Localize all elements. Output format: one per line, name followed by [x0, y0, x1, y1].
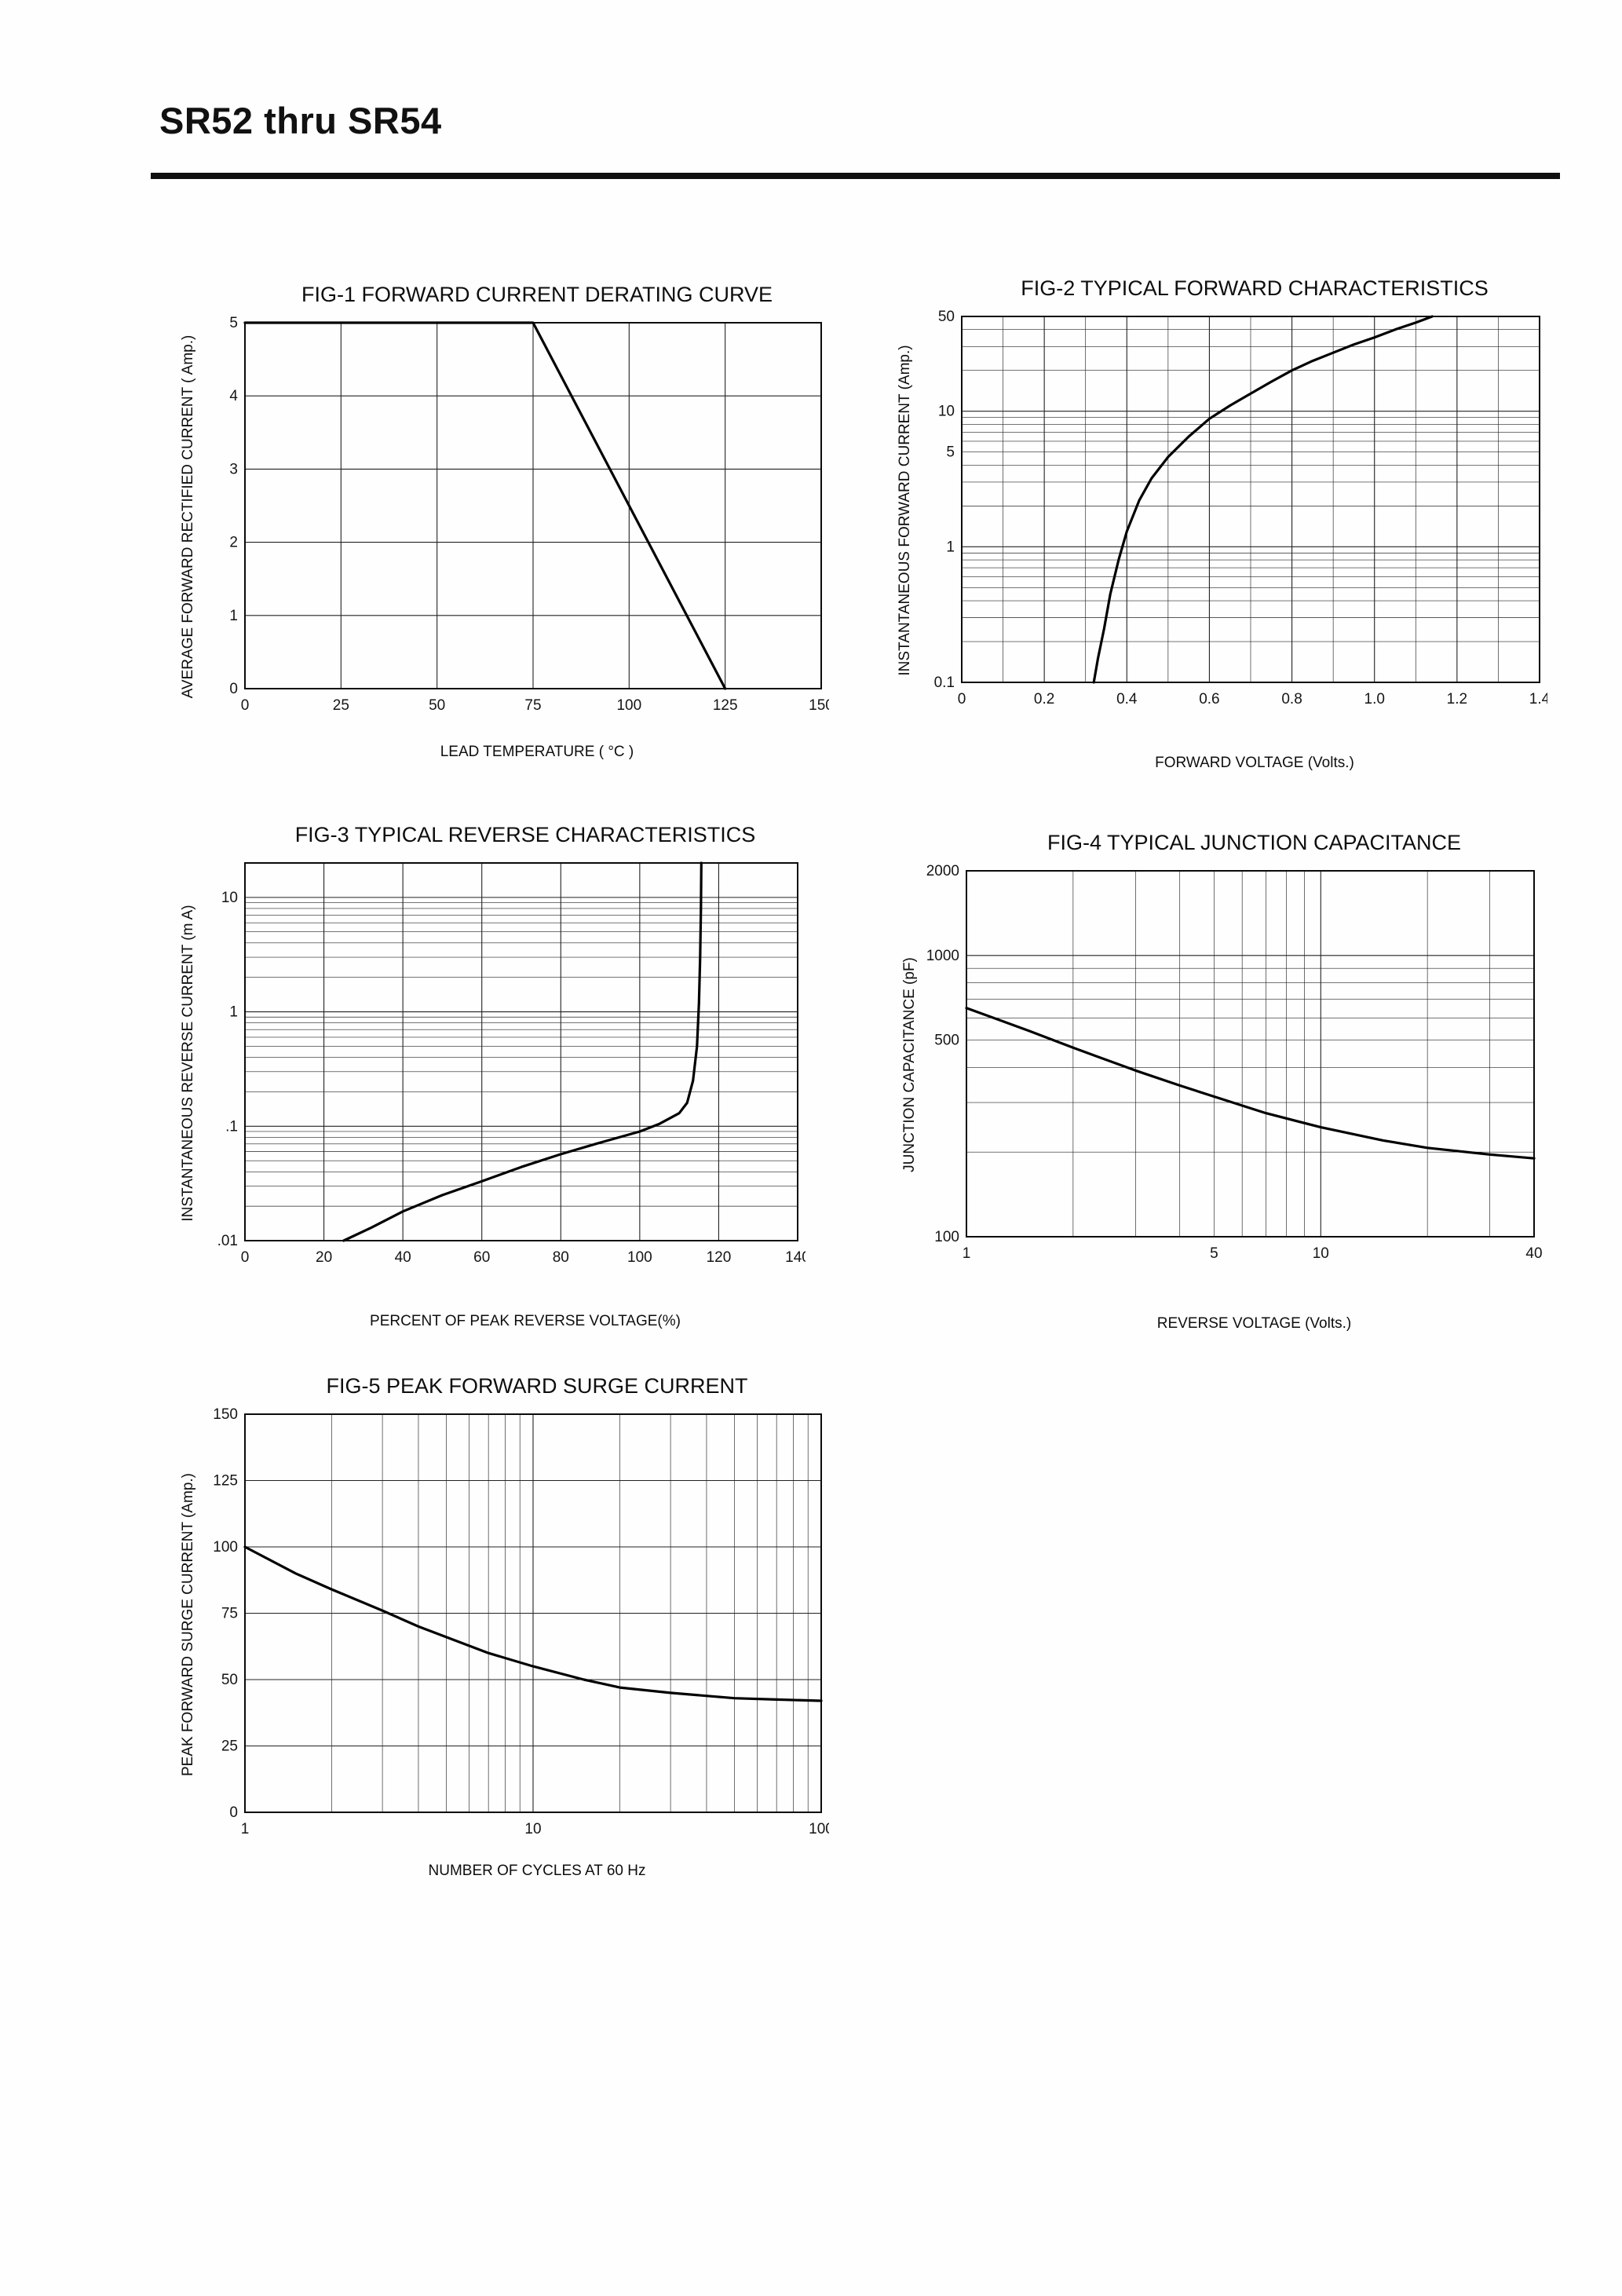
svg-text:50: 50 — [938, 309, 955, 325]
fig3-body: INSTANTANEOUS REVERSE CURRENT (m A) 0 20 4… — [176, 855, 806, 1270]
svg-text:25: 25 — [221, 1738, 238, 1755]
fig1-body: AVERAGE FORWARD RECTIFIED CURRENT ( Amp.… — [176, 315, 829, 718]
svg-text:140: 140 — [785, 1249, 806, 1266]
svg-text:100: 100 — [213, 1539, 238, 1556]
fig1-forward-current-derating-chart: FIG-1 FORWARD CURRENT DERATING CURVE AVE… — [176, 283, 829, 761]
svg-text:0.1: 0.1 — [934, 675, 955, 691]
page-title: SR52 thru SR54 — [159, 100, 442, 141]
svg-text:150: 150 — [809, 697, 829, 714]
fig5-plot-canvas: 1 10 100 0 25 50 75 100 125 150 — [204, 1406, 829, 1842]
svg-text:1000: 1000 — [926, 948, 959, 964]
svg-text:0.6: 0.6 — [1199, 691, 1219, 707]
fig1-plot-canvas: 0 25 50 75 100 125 150 0 1 2 3 4 5 — [204, 315, 829, 718]
fig5-title: FIG-5 PEAK FORWARD SURGE CURRENT — [326, 1374, 748, 1398]
svg-text:40: 40 — [395, 1249, 411, 1266]
svg-text:4: 4 — [229, 388, 238, 404]
svg-text:0: 0 — [241, 1249, 250, 1266]
svg-text:80: 80 — [553, 1249, 569, 1266]
svg-text:120: 120 — [707, 1249, 732, 1266]
svg-text:60: 60 — [473, 1249, 490, 1266]
fig2-x-axis-label: FORWARD VOLTAGE (Volts.) — [1155, 755, 1354, 771]
svg-text:0: 0 — [241, 697, 250, 714]
fig2-plot-canvas: 0 0.2 0.4 0.6 0.8 1.0 1.2 1.4 0.1 1 5 10 50 — [921, 309, 1547, 712]
svg-text:1: 1 — [946, 539, 955, 555]
svg-text:2000: 2000 — [926, 863, 959, 879]
svg-text:0.8: 0.8 — [1281, 691, 1302, 707]
svg-text:1: 1 — [229, 608, 238, 624]
svg-text:500: 500 — [934, 1033, 959, 1049]
svg-text:25: 25 — [333, 697, 349, 714]
svg-text:10: 10 — [221, 890, 238, 906]
fig4-body: JUNCTION CAPACITANCE (pF) 1 5 10 40 100 500 10… — [897, 863, 1542, 1267]
svg-text:2: 2 — [229, 535, 238, 551]
svg-text:125: 125 — [713, 697, 738, 714]
svg-text:5: 5 — [1210, 1245, 1218, 1262]
fig3-plot-canvas: 0 20 40 60 80 100 120 140 .01 .1 1 10 — [204, 855, 806, 1270]
fig4-plot-canvas: 1 5 10 40 100 500 1000 2000 — [926, 863, 1542, 1267]
fig5-y-axis-label: PEAK FORWARD SURGE CURRENT (Amp.) — [180, 1472, 196, 1776]
svg-text:1.2: 1.2 — [1447, 691, 1467, 707]
svg-text:50: 50 — [221, 1672, 238, 1688]
svg-text:5: 5 — [229, 315, 238, 331]
svg-text:100: 100 — [627, 1249, 652, 1266]
svg-text:0.4: 0.4 — [1116, 691, 1138, 707]
fig5-peak-forward-surge-current-chart: FIG-5 PEAK FORWARD SURGE CURRENT PEAK FO… — [176, 1374, 829, 1880]
svg-text:0: 0 — [958, 691, 966, 707]
svg-text:3: 3 — [229, 461, 238, 477]
svg-text:10: 10 — [938, 404, 955, 420]
svg-text:100: 100 — [616, 697, 641, 714]
svg-text:75: 75 — [221, 1606, 238, 1622]
title-rule — [151, 173, 1560, 179]
svg-text:0.2: 0.2 — [1034, 691, 1054, 707]
fig4-x-axis-label: REVERSE VOLTAGE (Volts.) — [1156, 1315, 1352, 1332]
svg-text:20: 20 — [316, 1249, 332, 1266]
fig4-typical-junction-capacitance-chart: FIG-4 TYPICAL JUNCTION CAPACITANCE JUNCT… — [897, 831, 1542, 1333]
fig2-typical-forward-characteristics-chart: FIG-2 TYPICAL FORWARD CHARACTERISTICS IN… — [893, 276, 1547, 772]
svg-text:1.0: 1.0 — [1364, 691, 1385, 707]
svg-text:100: 100 — [934, 1229, 959, 1245]
fig4-y-axis-label: JUNCTION CAPACITANCE (pF) — [901, 957, 918, 1172]
svg-text:1: 1 — [963, 1245, 971, 1262]
fig1-x-axis-label: LEAD TEMPERATURE ( °C ) — [440, 744, 634, 760]
svg-text:75: 75 — [524, 697, 541, 714]
svg-text:1.4: 1.4 — [1529, 691, 1547, 707]
fig3-x-axis-label: PERCENT OF PEAK REVERSE VOLTAGE(%) — [370, 1313, 681, 1329]
svg-text:1: 1 — [229, 1004, 238, 1021]
fig2-body: INSTANTANEOUS FORWARD CURRENT (Amp.) 0 0.… — [893, 309, 1547, 712]
svg-text:5: 5 — [946, 444, 955, 461]
fig5-x-axis-label: NUMBER OF CYCLES AT 60 Hz — [428, 1863, 646, 1879]
svg-text:150: 150 — [213, 1406, 238, 1423]
svg-text:.01: .01 — [217, 1233, 238, 1249]
svg-text:1: 1 — [241, 1821, 250, 1837]
svg-text:0: 0 — [229, 681, 238, 697]
svg-text:10: 10 — [1313, 1245, 1329, 1262]
fig1-y-axis-label: AVERAGE FORWARD RECTIFIED CURRENT ( Amp.… — [180, 335, 196, 699]
svg-text:.1: .1 — [225, 1118, 238, 1135]
svg-text:50: 50 — [429, 697, 445, 714]
fig3-y-axis-label: INSTANTANEOUS REVERSE CURRENT (m A) — [180, 904, 196, 1222]
svg-text:0: 0 — [229, 1804, 238, 1821]
svg-text:10: 10 — [524, 1821, 541, 1837]
fig4-title: FIG-4 TYPICAL JUNCTION CAPACITANCE — [1047, 831, 1462, 854]
svg-text:40: 40 — [1525, 1245, 1542, 1262]
svg-text:100: 100 — [809, 1821, 829, 1837]
svg-text:125: 125 — [213, 1473, 238, 1490]
fig3-title: FIG-3 TYPICAL REVERSE CHARACTERISTICS — [294, 823, 756, 846]
fig3-typical-reverse-characteristics-chart: FIG-3 TYPICAL REVERSE CHARACTERISTICS IN… — [176, 823, 806, 1330]
fig5-body: PEAK FORWARD SURGE CURRENT (Amp.) 1 10 10 0… — [176, 1406, 829, 1842]
fig1-title: FIG-1 FORWARD CURRENT DERATING CURVE — [301, 283, 773, 306]
fig2-title: FIG-2 TYPICAL FORWARD CHARACTERISTICS — [1021, 276, 1489, 300]
fig2-y-axis-label: INSTANTANEOUS FORWARD CURRENT (Amp.) — [897, 345, 913, 676]
